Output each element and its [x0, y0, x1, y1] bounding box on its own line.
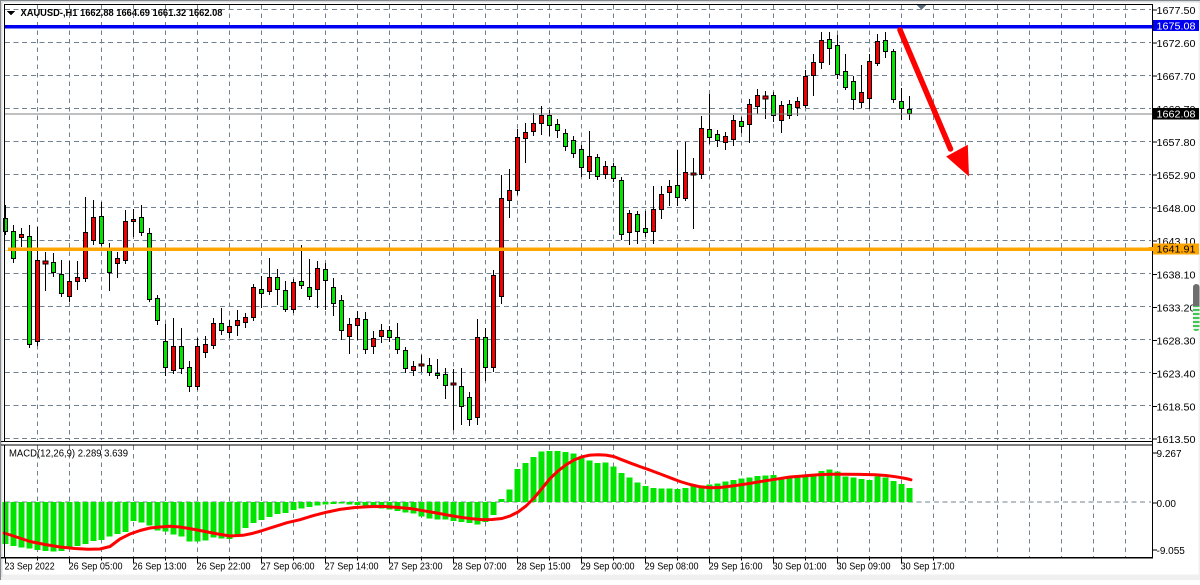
- svg-text:1652.90: 1652.90: [1157, 171, 1196, 182]
- svg-text:29 Sep 08:00: 29 Sep 08:00: [645, 561, 699, 572]
- svg-text:28 Sep 15:00: 28 Sep 15:00: [517, 561, 571, 572]
- svg-text:1662.08: 1662.08: [1157, 109, 1196, 120]
- svg-text:1672.60: 1672.60: [1157, 39, 1196, 50]
- svg-text:1623.40: 1623.40: [1157, 370, 1196, 381]
- svg-text:23 Sep 2022: 23 Sep 2022: [5, 561, 55, 572]
- svg-text:1638.10: 1638.10: [1157, 271, 1196, 282]
- svg-text:27 Sep 06:00: 27 Sep 06:00: [261, 561, 315, 572]
- svg-text:0.00: 0.00: [1157, 499, 1177, 510]
- svg-text:1633.20: 1633.20: [1157, 304, 1196, 315]
- svg-text:26 Sep 22:00: 26 Sep 22:00: [197, 561, 251, 572]
- svg-text:1675.08: 1675.08: [1157, 21, 1196, 32]
- svg-text:XAUUSD-,H1 1662.88 1664.69 166: XAUUSD-,H1 1662.88 1664.69 1661.32 1662.…: [21, 7, 223, 19]
- svg-text:1613.50: 1613.50: [1157, 435, 1196, 446]
- svg-text:27 Sep 23:00: 27 Sep 23:00: [389, 561, 443, 572]
- svg-text:29 Sep 16:00: 29 Sep 16:00: [709, 561, 763, 572]
- svg-text:1648.00: 1648.00: [1157, 204, 1196, 215]
- svg-text:30 Sep 17:00: 30 Sep 17:00: [901, 561, 955, 572]
- svg-text:9.267: 9.267: [1157, 449, 1182, 460]
- svg-text:26 Sep 05:00: 26 Sep 05:00: [69, 561, 123, 572]
- svg-text:27 Sep 14:00: 27 Sep 14:00: [325, 561, 379, 572]
- svg-text:30 Sep 01:00: 30 Sep 01:00: [773, 561, 827, 572]
- svg-text:1618.50: 1618.50: [1157, 403, 1196, 414]
- svg-text:1657.80: 1657.80: [1157, 138, 1196, 149]
- svg-text:1628.30: 1628.30: [1157, 337, 1196, 348]
- svg-text:1641.91: 1641.91: [1157, 245, 1196, 256]
- svg-text:1677.50: 1677.50: [1157, 6, 1196, 17]
- svg-text:1667.70: 1667.70: [1157, 72, 1196, 83]
- svg-text:28 Sep 07:00: 28 Sep 07:00: [453, 561, 507, 572]
- svg-text:29 Sep 00:00: 29 Sep 00:00: [581, 561, 635, 572]
- svg-text:30 Sep 09:00: 30 Sep 09:00: [837, 561, 891, 572]
- svg-text:26 Sep 13:00: 26 Sep 13:00: [133, 561, 187, 572]
- svg-text:1643.10: 1643.10: [1157, 237, 1196, 248]
- svg-text:MACD(12,26,9) 2.289 3.639: MACD(12,26,9) 2.289 3.639: [9, 449, 128, 460]
- svg-text:-9.055: -9.055: [1157, 546, 1186, 557]
